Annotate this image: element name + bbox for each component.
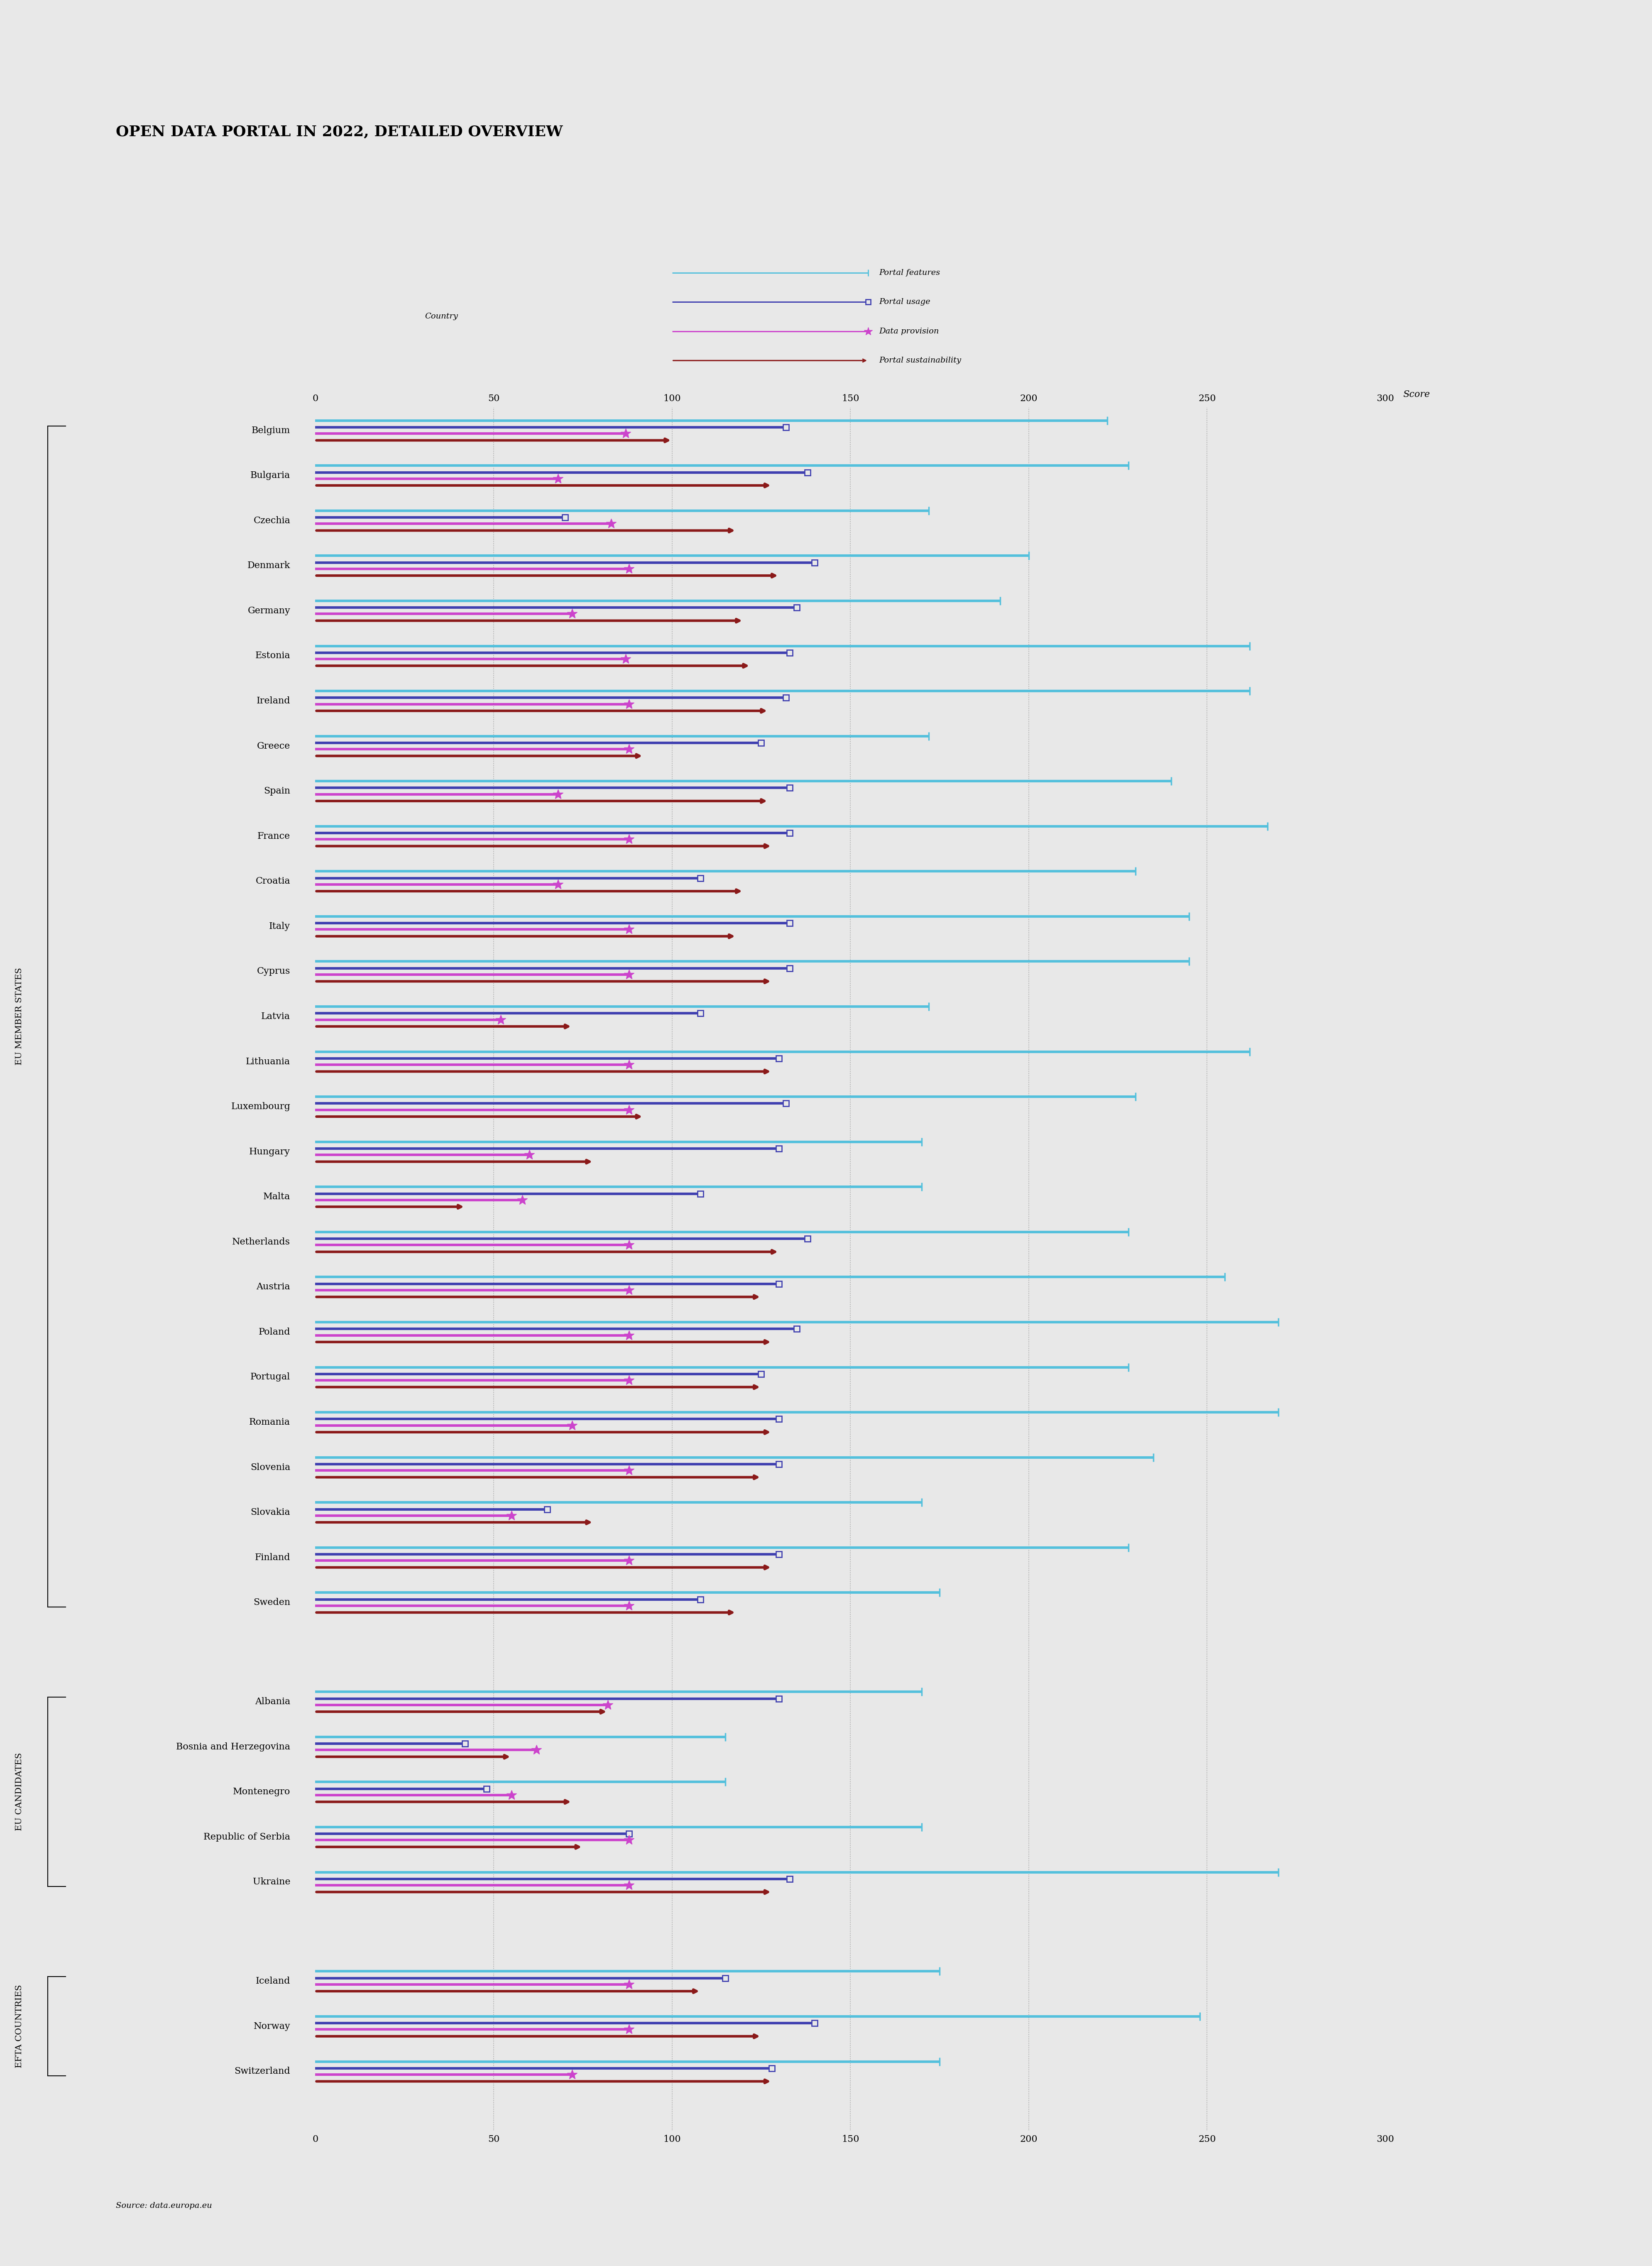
Text: Portal features: Portal features <box>879 270 940 276</box>
Text: Greece: Greece <box>258 741 291 750</box>
Text: Italy: Italy <box>269 922 291 931</box>
Text: Croatia: Croatia <box>256 877 291 886</box>
Text: Ukraine: Ukraine <box>253 1879 291 1888</box>
Text: Austria: Austria <box>256 1283 291 1292</box>
Text: Country: Country <box>425 313 458 320</box>
Text: Netherlands: Netherlands <box>233 1237 291 1246</box>
Text: Score: Score <box>1403 390 1431 399</box>
Text: Slovakia: Slovakia <box>251 1507 291 1516</box>
Text: Lithuania: Lithuania <box>246 1056 291 1065</box>
Text: Bosnia and Herzegovina: Bosnia and Herzegovina <box>177 1743 291 1752</box>
Text: Romania: Romania <box>249 1419 291 1428</box>
Text: Norway: Norway <box>253 2021 291 2030</box>
Text: Slovenia: Slovenia <box>249 1464 291 1473</box>
Text: Malta: Malta <box>263 1192 291 1201</box>
Text: Portal sustainability: Portal sustainability <box>879 356 961 365</box>
Text: Czechia: Czechia <box>253 517 291 526</box>
Text: EU MEMBER STATES: EU MEMBER STATES <box>15 968 23 1065</box>
Text: Belgium: Belgium <box>251 426 291 435</box>
Text: Estonia: Estonia <box>254 650 291 659</box>
Text: EFTA COUNTRIES: EFTA COUNTRIES <box>15 1985 23 2069</box>
Text: EU CANDIDATES: EU CANDIDATES <box>15 1754 23 1831</box>
Text: Iceland: Iceland <box>256 1976 291 1985</box>
Text: Montenegro: Montenegro <box>233 1788 291 1797</box>
Text: Portal usage: Portal usage <box>879 299 930 306</box>
Text: Albania: Albania <box>254 1697 291 1706</box>
Text: Ireland: Ireland <box>256 696 291 705</box>
Text: Luxembourg: Luxembourg <box>231 1101 291 1110</box>
Text: Source: data.europa.eu: Source: data.europa.eu <box>116 2203 211 2209</box>
Text: Hungary: Hungary <box>249 1147 291 1156</box>
Text: Portugal: Portugal <box>249 1373 291 1382</box>
Text: Data provision: Data provision <box>879 329 938 335</box>
Text: OPEN DATA PORTAL IN 2022, DETAILED OVERVIEW: OPEN DATA PORTAL IN 2022, DETAILED OVERV… <box>116 125 563 138</box>
Text: Spain: Spain <box>264 786 291 795</box>
Text: Cyprus: Cyprus <box>256 968 291 977</box>
Text: Latvia: Latvia <box>261 1013 291 1022</box>
Text: France: France <box>258 832 291 841</box>
Text: Denmark: Denmark <box>248 562 291 571</box>
Text: Republic of Serbia: Republic of Serbia <box>203 1833 291 1842</box>
Text: Finland: Finland <box>254 1552 291 1561</box>
Text: Switzerland: Switzerland <box>235 2067 291 2076</box>
Text: Bulgaria: Bulgaria <box>249 471 291 480</box>
Text: Sweden: Sweden <box>253 1598 291 1607</box>
Text: Poland: Poland <box>258 1328 291 1337</box>
Text: Germany: Germany <box>248 607 291 616</box>
